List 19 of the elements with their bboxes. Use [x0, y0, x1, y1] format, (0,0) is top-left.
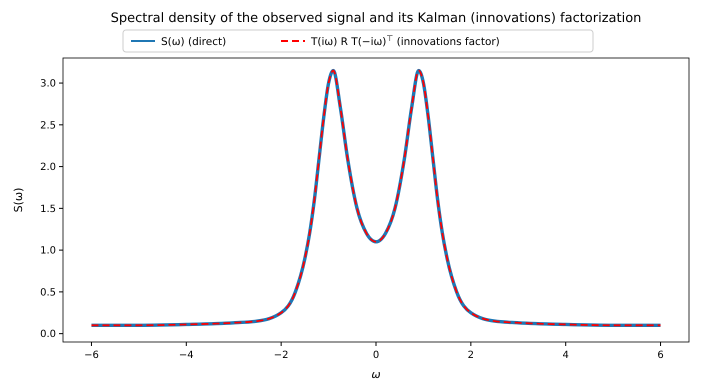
x-tick-label: −2: [274, 350, 289, 361]
y-tick-label: 2.0: [40, 162, 56, 174]
y-tick-label: 3.0: [40, 78, 56, 90]
x-tick-label: 4: [562, 350, 569, 361]
y-tick-label: 1.5: [40, 204, 56, 215]
chart-title: Spectral density of the observed signal and its Kalman (innovations) factorization: [110, 11, 642, 26]
y-tick-label: 0.5: [40, 287, 56, 298]
x-tick-label: −6: [84, 350, 99, 361]
legend-label: T(iω) R T(−iω)$^{⊤}$ (innovations factor): [310, 34, 500, 48]
legend-label: S(ω) (direct): [161, 36, 226, 48]
y-tick-label: 1.0: [40, 246, 56, 257]
y-tick-label: 2.5: [40, 120, 56, 132]
x-axis-title: ω: [371, 368, 381, 381]
x-tick-label: 6: [657, 350, 664, 361]
x-tick-label: 0: [372, 350, 380, 361]
x-tick-label: 2: [468, 350, 474, 361]
x-tick-label: −4: [178, 350, 194, 361]
y-tick-label: 0.0: [40, 329, 56, 340]
y-axis-title: S(ω): [12, 188, 25, 212]
